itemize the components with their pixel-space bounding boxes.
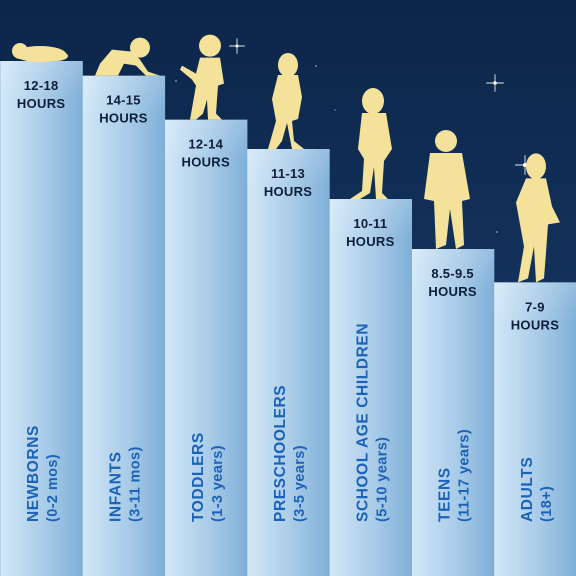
category-name: TEENS	[437, 467, 454, 522]
category-age: (5-10 years)	[374, 437, 390, 522]
star-4	[315, 65, 317, 67]
star-5	[175, 80, 177, 82]
star-7	[496, 231, 498, 233]
bar-3	[164, 119, 248, 576]
value-label-unit: HOURS	[182, 155, 230, 170]
category-name: NEWBORNS	[25, 425, 42, 522]
category-label-4: PRESCHOOLERS (3-5 years)	[272, 385, 308, 522]
value-label-range: 7-9	[525, 299, 545, 314]
infant-silhouette-icon	[95, 37, 160, 76]
school-age-silhouette-icon	[350, 88, 392, 200]
value-label-unit: HOURS	[511, 317, 559, 332]
value-label-unit: HOURS	[17, 96, 65, 111]
value-label-range: 8.5-9.5	[431, 266, 474, 281]
category-name: ADULTS	[519, 457, 536, 522]
category-age: (3-5 years)	[292, 445, 308, 522]
category-name: PRESCHOOLERS	[272, 385, 289, 522]
silhouettes-layer	[12, 34, 560, 283]
bar-4	[246, 149, 330, 576]
star-10	[334, 109, 336, 111]
bar-7	[493, 282, 576, 576]
value-label-range: 14-15	[106, 93, 141, 108]
category-age: (1-3 years)	[210, 445, 226, 522]
category-label-3: TODDLERS (1-3 years)	[190, 432, 226, 522]
star-2	[486, 74, 504, 92]
category-name: TODDLERS	[190, 432, 207, 522]
bars-layer	[0, 61, 576, 576]
value-label-range: 12-14	[188, 137, 223, 152]
preschooler-silhouette-icon	[268, 53, 304, 150]
newborn-silhouette-icon	[12, 43, 68, 62]
category-label-5: SCHOOL AGE CHILDREN (5-10 years)	[354, 323, 390, 522]
value-label-unit: HOURS	[264, 184, 312, 199]
value-label-range: 12-18	[24, 78, 59, 93]
value-label-unit: HOURS	[346, 234, 394, 249]
value-label-range: 10-11	[353, 216, 387, 231]
value-label-unit: HOURS	[428, 284, 476, 299]
category-labels-layer: NEWBORNS (0-2 mos) INFANTS (3-11 mos) TODDLE…	[25, 323, 555, 522]
category-age: (0-2 mos)	[45, 454, 61, 522]
category-age: (18+)	[539, 486, 555, 522]
value-label-unit: HOURS	[99, 111, 147, 126]
category-name: SCHOOL AGE CHILDREN	[354, 323, 371, 522]
toddler-silhouette-icon	[180, 34, 224, 120]
category-label-2: INFANTS (3-11 mos)	[107, 446, 143, 522]
value-label-range: 11-13	[271, 166, 305, 181]
category-label-1: NEWBORNS (0-2 mos)	[25, 425, 61, 522]
star-1	[229, 38, 245, 54]
teen-silhouette-icon	[424, 130, 470, 250]
category-label-6: TEENS (11-17 years)	[437, 429, 473, 522]
adult-silhouette-icon	[516, 153, 560, 283]
category-label-7: ADULTS (18+)	[519, 457, 555, 522]
category-age: (3-11 mos)	[127, 446, 143, 522]
bar-2	[81, 75, 166, 576]
bar-6	[411, 249, 495, 576]
value-labels-layer: 12-18 HOURS 14-15 HOURS 12-14 HOURS 11-13 HOURS…	[17, 78, 559, 332]
category-name: INFANTS	[107, 451, 124, 522]
category-age: (11-17 years)	[457, 429, 473, 522]
bar-1	[0, 61, 83, 576]
bar-5	[328, 199, 412, 576]
